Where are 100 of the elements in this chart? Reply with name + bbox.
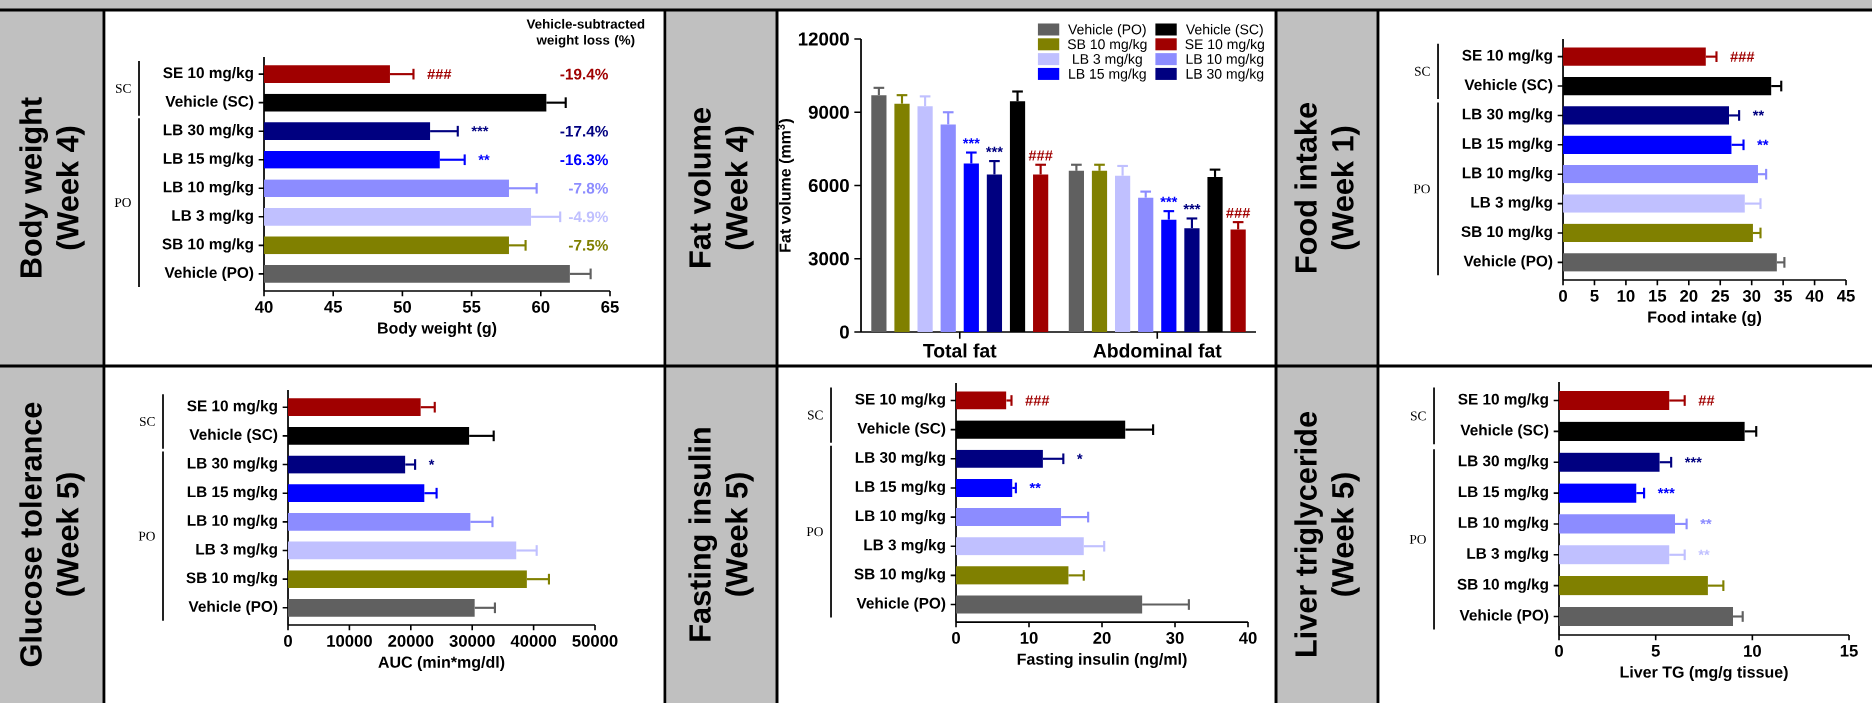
data-label: ### — [427, 69, 452, 80]
x-tick-label: 0 — [284, 635, 292, 647]
y-tick-label: LB 30 mg/kg — [1458, 455, 1548, 470]
y-tick-label: LB 3 mg/kg — [1467, 547, 1548, 562]
data-label: ** — [1698, 549, 1710, 556]
data-label: ## — [1698, 395, 1715, 406]
bar — [1068, 170, 1084, 333]
x-tick-label: 5 — [1590, 290, 1599, 302]
annotation: -16.3% — [560, 154, 608, 166]
x-tick-label: 10 — [1617, 290, 1635, 302]
data-label: *** — [962, 138, 980, 144]
text: PO — [1413, 184, 1430, 194]
x-axis-title: Food intake (g) — [1648, 311, 1762, 327]
x-tick-label: 45 — [324, 301, 342, 313]
x-tick-label: 10000 — [327, 635, 372, 647]
x-tick-label: 40 — [1805, 290, 1824, 302]
text: PO — [1409, 534, 1426, 544]
x-tick-label: 25 — [1711, 290, 1730, 302]
annotation: -19.4% — [560, 68, 608, 80]
x-tick-label: 60 — [532, 301, 550, 313]
y-tick-label: SB 10 mg/kg — [1461, 225, 1552, 241]
x-tick-label: 45 — [1837, 290, 1855, 302]
x-tick-label: 15 — [1840, 645, 1858, 657]
y-tick-label: LB 10 mg/kg — [1458, 516, 1548, 532]
x-tick-label: 0 — [1559, 290, 1567, 302]
text: PO — [806, 527, 823, 537]
text: Glucose tolerance — [19, 402, 42, 667]
y-tick-label: LB 15 mg/kg — [163, 152, 253, 167]
text: SC — [1411, 411, 1426, 421]
x-tick-label: 20 — [1093, 632, 1111, 644]
text: SC — [808, 410, 823, 420]
legend-label: Vehicle (PO) — [1068, 24, 1146, 38]
data-label: ### — [1226, 207, 1251, 218]
y-tick-label: LB 15 mg/kg — [1458, 485, 1548, 501]
x-tick-label: 15 — [1649, 290, 1667, 302]
x-axis-title: AUC (min*mg/dl) — [378, 656, 505, 672]
y-tick-label: Vehicle (PO) — [1463, 255, 1553, 270]
y-tick-label: SE 10 mg/kg — [187, 400, 277, 415]
y-tick-label: Vehicle (PO) — [1459, 609, 1549, 624]
text: (Week 5) — [725, 473, 754, 596]
y-tick-label: LB 15 mg/kg — [855, 480, 945, 496]
data-label: *** — [1160, 196, 1178, 203]
x-axis-title: Liver TG (mg/g tissue) — [1620, 666, 1788, 681]
text: (Week 4) — [725, 126, 754, 250]
y-tick-label: LB 3 mg/kg — [172, 209, 253, 224]
x-tick-label: Total fat — [923, 343, 997, 358]
y-tick-label: LB 10 mg/kg — [187, 514, 277, 530]
bar — [1091, 170, 1108, 333]
legend-label: LB 3 mg/kg — [1073, 53, 1142, 67]
y-tick-label: LB 10 mg/kg — [1462, 167, 1552, 182]
y-tick-label: LB 3 mg/kg — [196, 543, 277, 558]
text: PO — [114, 198, 131, 208]
text: PO — [138, 531, 155, 541]
data-label: *** — [1657, 488, 1675, 494]
data-label: ** — [1757, 139, 1769, 146]
y-tick-label: 12000 — [798, 32, 849, 46]
x-tick-label: 65 — [601, 301, 619, 313]
x-tick-label: 30 — [1166, 632, 1184, 644]
y-tick-label: 9000 — [808, 105, 849, 119]
bar — [956, 478, 1013, 497]
x-tick-label: 40 — [254, 301, 273, 313]
x-tick-label: 50000 — [572, 635, 618, 647]
y-tick-label: Vehicle (SC) — [189, 428, 278, 444]
y-tick-label: 0 — [839, 325, 849, 339]
legend-label: LB 30 mg/kg — [1186, 68, 1264, 82]
x-tick-label: 0 — [1555, 645, 1563, 657]
bar — [1138, 197, 1154, 333]
legend-label: LB 15 mg/kg — [1069, 68, 1146, 82]
y-tick-label: LB 30 mg/kg — [855, 451, 945, 466]
x-tick-label: 20000 — [388, 635, 434, 647]
y-tick-label: SB 10 mg/kg — [186, 571, 277, 587]
data-label: ### — [1730, 51, 1755, 62]
annotation: -7.5% — [568, 239, 608, 251]
y-tick-label: LB 30 mg/kg — [1462, 108, 1552, 123]
y-tick-label: Vehicle (SC) — [1460, 424, 1549, 439]
text: (Week 5) — [1331, 473, 1360, 596]
text: SC — [1415, 66, 1430, 76]
y-tick-label: SB 10 mg/kg — [854, 568, 945, 583]
x-axis-title: Fasting insulin (ng/ml) — [1017, 653, 1187, 669]
y-tick-label: 6000 — [808, 178, 849, 193]
y-tick-label: LB 3 mg/kg — [864, 539, 945, 554]
legend-label: SB 10 mg/kg — [1067, 38, 1147, 52]
annotation: -7.8% — [568, 182, 608, 194]
data-label: ### — [1025, 395, 1050, 406]
y-tick-label: SE 10 mg/kg — [1458, 393, 1548, 408]
annotation: -4.9% — [568, 211, 608, 223]
x-tick-label: 30 — [1742, 290, 1761, 302]
data-label: *** — [1183, 204, 1201, 210]
legend-label: SE 10 mg/kg — [1185, 38, 1264, 52]
y-tick-label: LB 10 mg/kg — [163, 181, 253, 196]
x-tick-label: 50 — [393, 301, 411, 313]
data-label: * — [1076, 453, 1083, 460]
y-tick-label: LB 10 mg/kg — [855, 509, 945, 525]
data-label: *** — [1684, 457, 1702, 463]
data-label: *** — [985, 146, 1003, 153]
text: Fasting insulin — [688, 428, 718, 641]
text: Fat volume — [688, 108, 711, 267]
x-tick-label: Abdominal fat — [1093, 343, 1222, 358]
x-tick-label: 40 — [1238, 632, 1257, 644]
annotation: -17.4% — [560, 125, 608, 137]
